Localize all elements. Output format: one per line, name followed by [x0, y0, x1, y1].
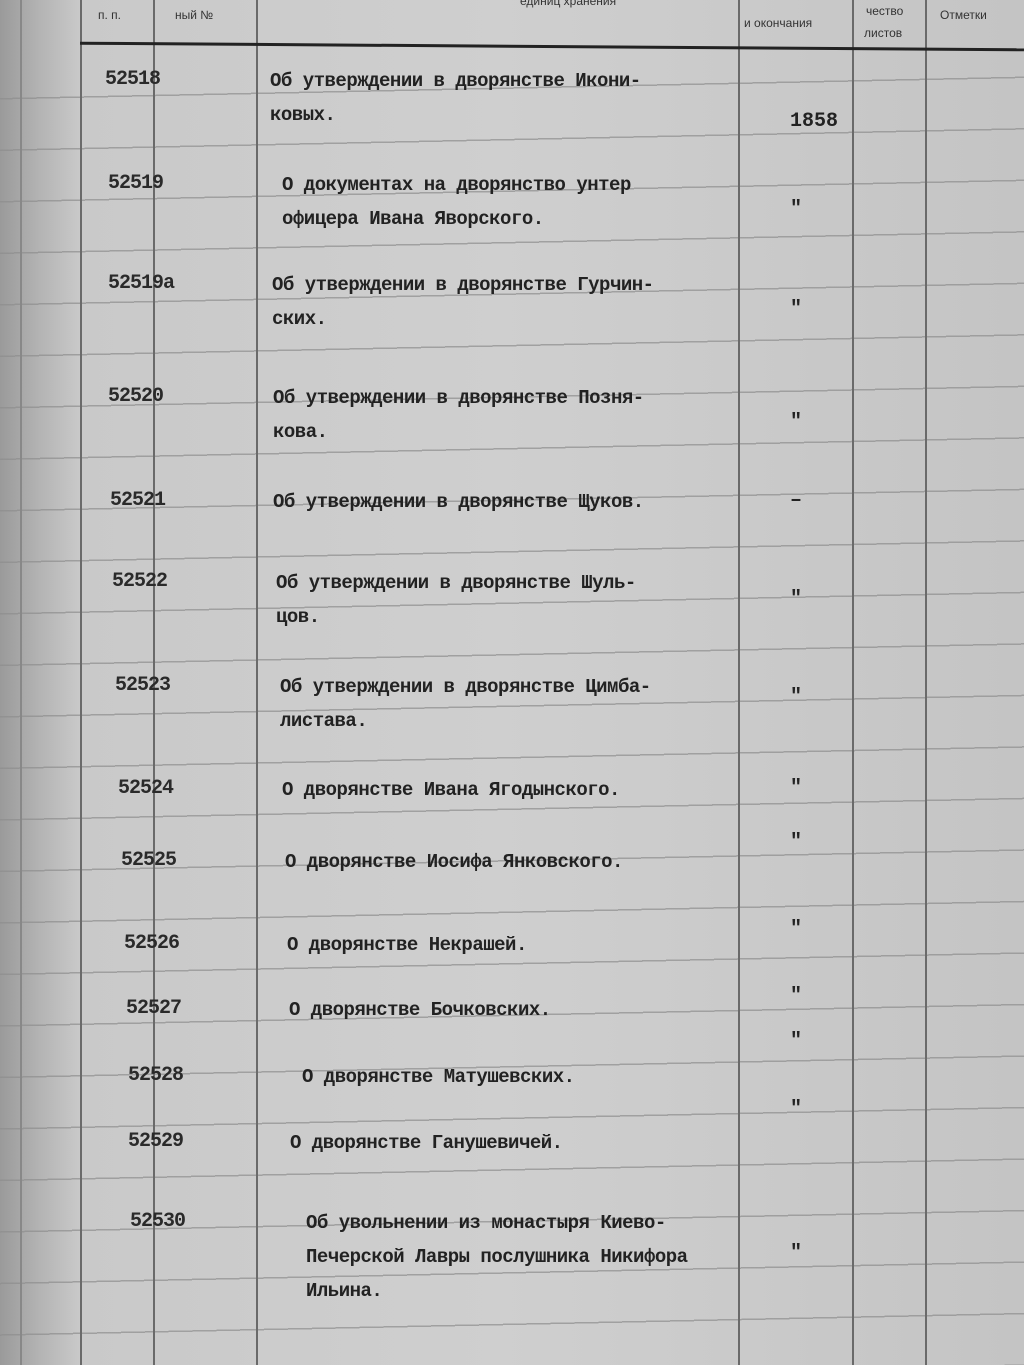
title-line: Об утверждении в дворянстве Щуков. — [273, 491, 644, 513]
title-line: ских. — [272, 308, 327, 330]
date-value: " — [790, 985, 803, 1008]
column-divider — [738, 0, 740, 1365]
date-value: " — [790, 198, 803, 221]
title-line: О документах на дворянство унтер — [282, 174, 631, 196]
title-line: О дворянстве Матушевских. — [302, 1066, 575, 1088]
inventory-number: 52520 — [108, 385, 164, 408]
title-line: кова. — [273, 421, 328, 443]
title-line: Печерской Лавры послушника Никифора — [306, 1246, 688, 1268]
entry-title: Об утверждении в дворянстве Икони-ковых. — [270, 64, 641, 132]
title-line: Об утверждении в дворянстве Цимба- — [280, 676, 651, 698]
header-sheets-1: чество — [866, 4, 904, 18]
title-line: ковых. — [270, 104, 336, 126]
title-line: Об утверждении в дворянстве Икони- — [270, 70, 641, 92]
entry-title: Об утверждении в дворянстве Щуков. — [273, 485, 644, 519]
column-divider — [80, 0, 82, 1365]
inventory-number: 52522 — [112, 570, 168, 593]
inventory-number: 52527 — [126, 997, 182, 1020]
header-notes: Отметки — [940, 8, 987, 22]
inventory-number: 52523 — [115, 674, 171, 697]
date-value: " — [790, 588, 803, 611]
entry-title: О дворянстве Ганушевичей. — [290, 1126, 563, 1160]
column-divider — [256, 0, 258, 1365]
inventory-number: 52529 — [128, 1130, 184, 1153]
date-value: " — [790, 831, 803, 854]
entry-title: О дворянстве Иосифа Янковского. — [285, 845, 623, 879]
date-value: " — [790, 411, 803, 434]
title-line: цов. — [276, 606, 320, 628]
title-line: Об увольнении из монастыря Киево- — [306, 1212, 666, 1234]
date-value: " — [790, 298, 803, 321]
inventory-number: 52519 — [108, 172, 164, 195]
column-divider — [925, 0, 927, 1365]
column-divider — [153, 0, 155, 1365]
header-dates: и окончания — [744, 16, 813, 30]
date-value: 1858 — [790, 110, 839, 133]
inventory-number: 52519а — [108, 272, 175, 295]
date-value: " — [790, 1098, 803, 1121]
title-line: О дворянстве Некрашей. — [287, 934, 527, 956]
inventory-number: 52518 — [105, 68, 161, 91]
date-value: " — [790, 1242, 803, 1265]
entry-title: Об утверждении в дворянстве Цимба-листав… — [280, 670, 651, 738]
header-num: п. п. — [98, 8, 121, 22]
entry-title: Об утверждении в дворянстве Позня-кова. — [273, 381, 644, 449]
inventory-number: 52524 — [118, 777, 174, 800]
inventory-number: 52530 — [130, 1210, 186, 1233]
column-divider — [852, 0, 854, 1365]
entry-title: О дворянстве Бочковских. — [289, 993, 551, 1027]
header-sheets-2: листов — [864, 26, 903, 40]
entry-title: Об утверждении в дворянстве Гурчин-ских. — [272, 268, 654, 336]
entry-title: О дворянстве Некрашей. — [287, 928, 527, 962]
title-line: О дворянстве Иосифа Янковского. — [285, 851, 623, 873]
date-value: " — [790, 777, 803, 800]
inventory-number: 52521 — [110, 489, 166, 512]
title-line: листава. — [280, 710, 368, 732]
entry-title: Об увольнении из монастыря Киево- Печерск… — [306, 1206, 688, 1308]
title-line: Ильина. — [306, 1280, 383, 1302]
title-line: Об утверждении в дворянстве Гурчин- — [272, 274, 654, 296]
header-title: единиц хранения — [520, 0, 617, 8]
inventory-number: 52525 — [121, 849, 177, 872]
title-line: О дворянстве Бочковских. — [289, 999, 551, 1021]
inventory-number: 52526 — [124, 932, 180, 955]
entry-title: О документах на дворянство унтер офицера … — [282, 168, 631, 236]
inventory-number: 52528 — [128, 1064, 184, 1087]
title-line: офицера Ивана Яворского. — [282, 208, 544, 230]
date-value: – — [790, 489, 803, 512]
left-page-edge — [20, 0, 22, 1365]
entry-title: Об утверждении в дворянстве Шуль-цов. — [276, 566, 636, 634]
title-line: О дворянстве Ивана Ягодынского. — [282, 779, 620, 801]
date-value: " — [790, 1030, 803, 1053]
date-value: " — [790, 686, 803, 709]
date-value: " — [790, 918, 803, 941]
title-line: Об утверждении в дворянстве Позня- — [273, 387, 644, 409]
entry-title: О дворянстве Ивана Ягодынского. — [282, 773, 620, 807]
title-line: О дворянстве Ганушевичей. — [290, 1132, 563, 1154]
entry-title: О дворянстве Матушевских. — [302, 1060, 575, 1094]
title-line: Об утверждении в дворянстве Шуль- — [276, 572, 636, 594]
header-inventory: ный № — [175, 8, 214, 22]
